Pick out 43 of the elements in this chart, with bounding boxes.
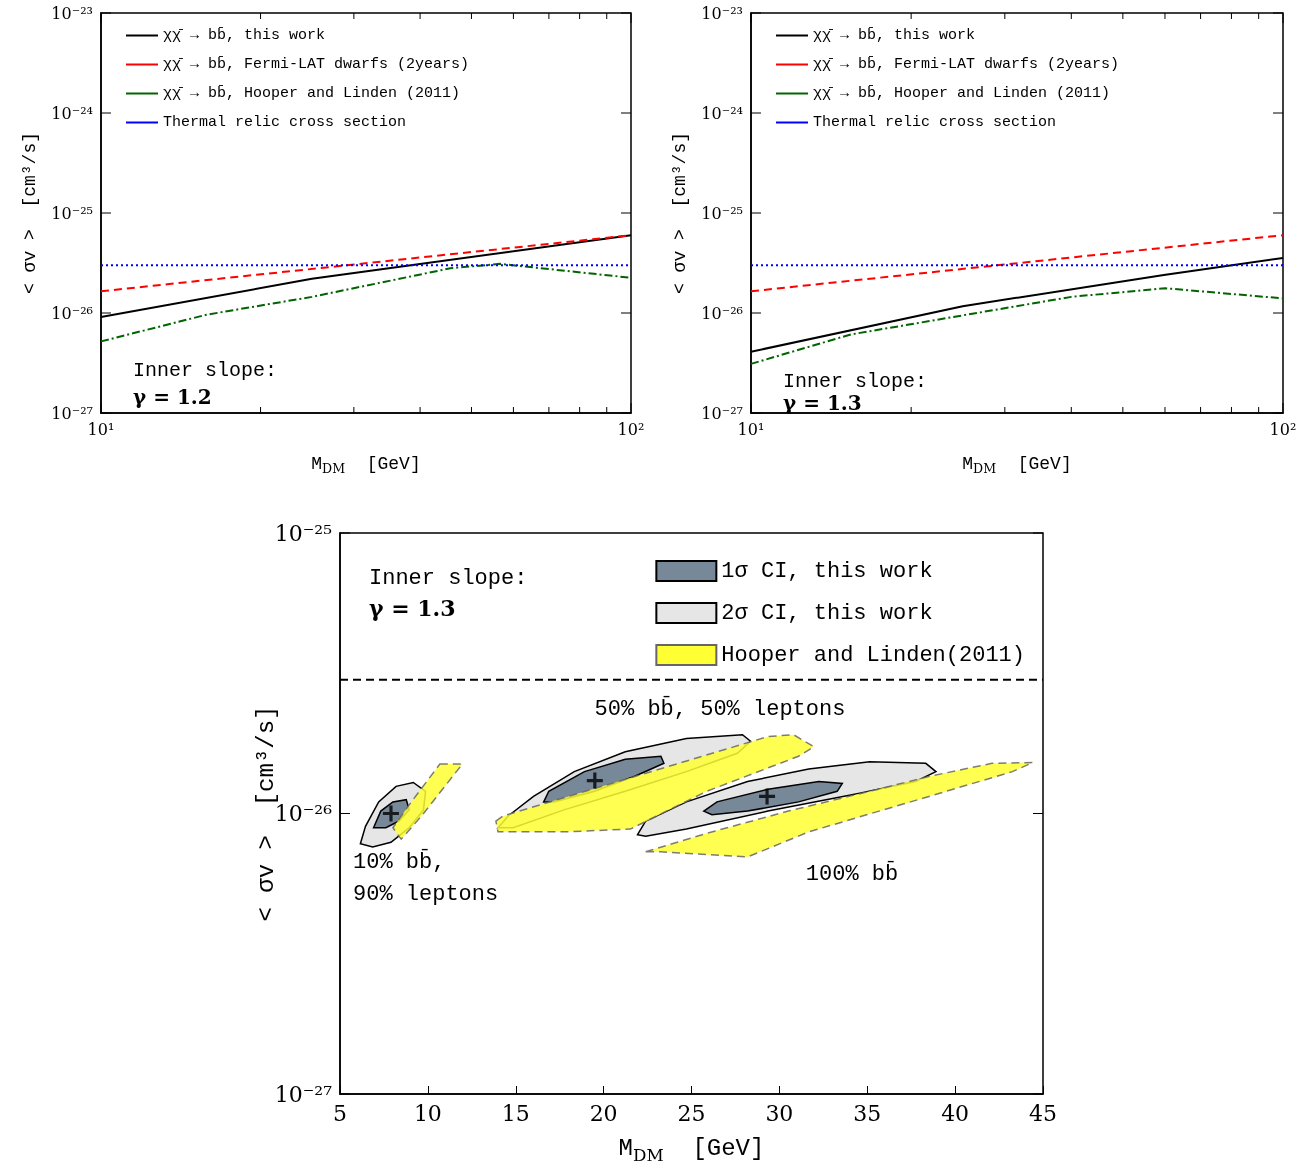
y-tick-label: 10⁻²⁵ xyxy=(274,520,332,546)
x-tick-label: 10² xyxy=(617,419,645,439)
y-tick-label: 10⁻²⁶ xyxy=(701,303,743,323)
annotation: γ = 1.2 xyxy=(133,385,212,409)
annotation: 50% bb̄, 50% leptons xyxy=(594,694,846,722)
legend-label: χχ̄ → bb̄, this work xyxy=(163,26,326,44)
annotation: 10% bb̄, 90% leptons xyxy=(353,847,499,907)
legend-label: Thermal relic cross section xyxy=(813,114,1057,131)
legend-label: Hooper and Linden(2011) xyxy=(721,642,1026,668)
y-tick-label: 10⁻²⁶ xyxy=(51,303,93,323)
y-tick-label: 10⁻²³ xyxy=(51,3,93,23)
legend-label: Thermal relic cross section xyxy=(163,114,407,131)
y-axis-title: < σv > [cm³/s] xyxy=(670,131,690,295)
y-tick-label: 10⁻²³ xyxy=(701,3,743,23)
x-tick-label: 15 xyxy=(501,1100,530,1126)
legend-label: 2σ CI, this work xyxy=(721,600,933,626)
x-tick-label: 40 xyxy=(941,1100,970,1126)
legend-label: χχ̄ → bb̄, Hooper and Linden (2011) xyxy=(813,84,1111,102)
annotation: Inner slope: xyxy=(133,358,278,382)
annotation: γ = 1.3 xyxy=(369,595,456,621)
x-tick-label: 35 xyxy=(853,1100,882,1126)
legend-label: χχ̄ → bb̄, Fermi-LAT dwarfs (2years) xyxy=(813,55,1120,73)
y-tick-label: 10⁻²⁷ xyxy=(274,1081,333,1107)
annotation: Inner slope: xyxy=(783,369,928,393)
x-tick-label: 10² xyxy=(1269,419,1297,439)
legend-label: χχ̄ → bb̄, Fermi-LAT dwarfs (2years) xyxy=(163,55,470,73)
y-tick-label: 10⁻²⁵ xyxy=(701,203,743,223)
y-tick-label: 10⁻²⁴ xyxy=(701,103,743,123)
legend-label: χχ̄ → bb̄, Hooper and Linden (2011) xyxy=(163,84,461,102)
legend-label: χχ̄ → bb̄, this work xyxy=(813,26,976,44)
annotation: γ = 1.3 xyxy=(783,391,862,415)
annotation: 100% bb̄ xyxy=(805,859,899,887)
x-tick-label: 30 xyxy=(765,1100,794,1126)
legend-label: 1σ CI, this work xyxy=(721,558,933,584)
x-tick-label: 10 xyxy=(413,1100,442,1126)
x-tick-label: 20 xyxy=(589,1100,618,1126)
x-tick-label: 45 xyxy=(1029,1100,1057,1126)
annotation: Inner slope: xyxy=(369,565,528,591)
y-tick-label: 10⁻²⁴ xyxy=(51,103,93,123)
x-tick-label: 25 xyxy=(677,1100,706,1126)
y-tick-label: 10⁻²⁵ xyxy=(51,203,93,223)
x-tick-label: 5 xyxy=(333,1100,347,1126)
y-axis-title: < σv > [cm³/s] xyxy=(20,131,40,295)
